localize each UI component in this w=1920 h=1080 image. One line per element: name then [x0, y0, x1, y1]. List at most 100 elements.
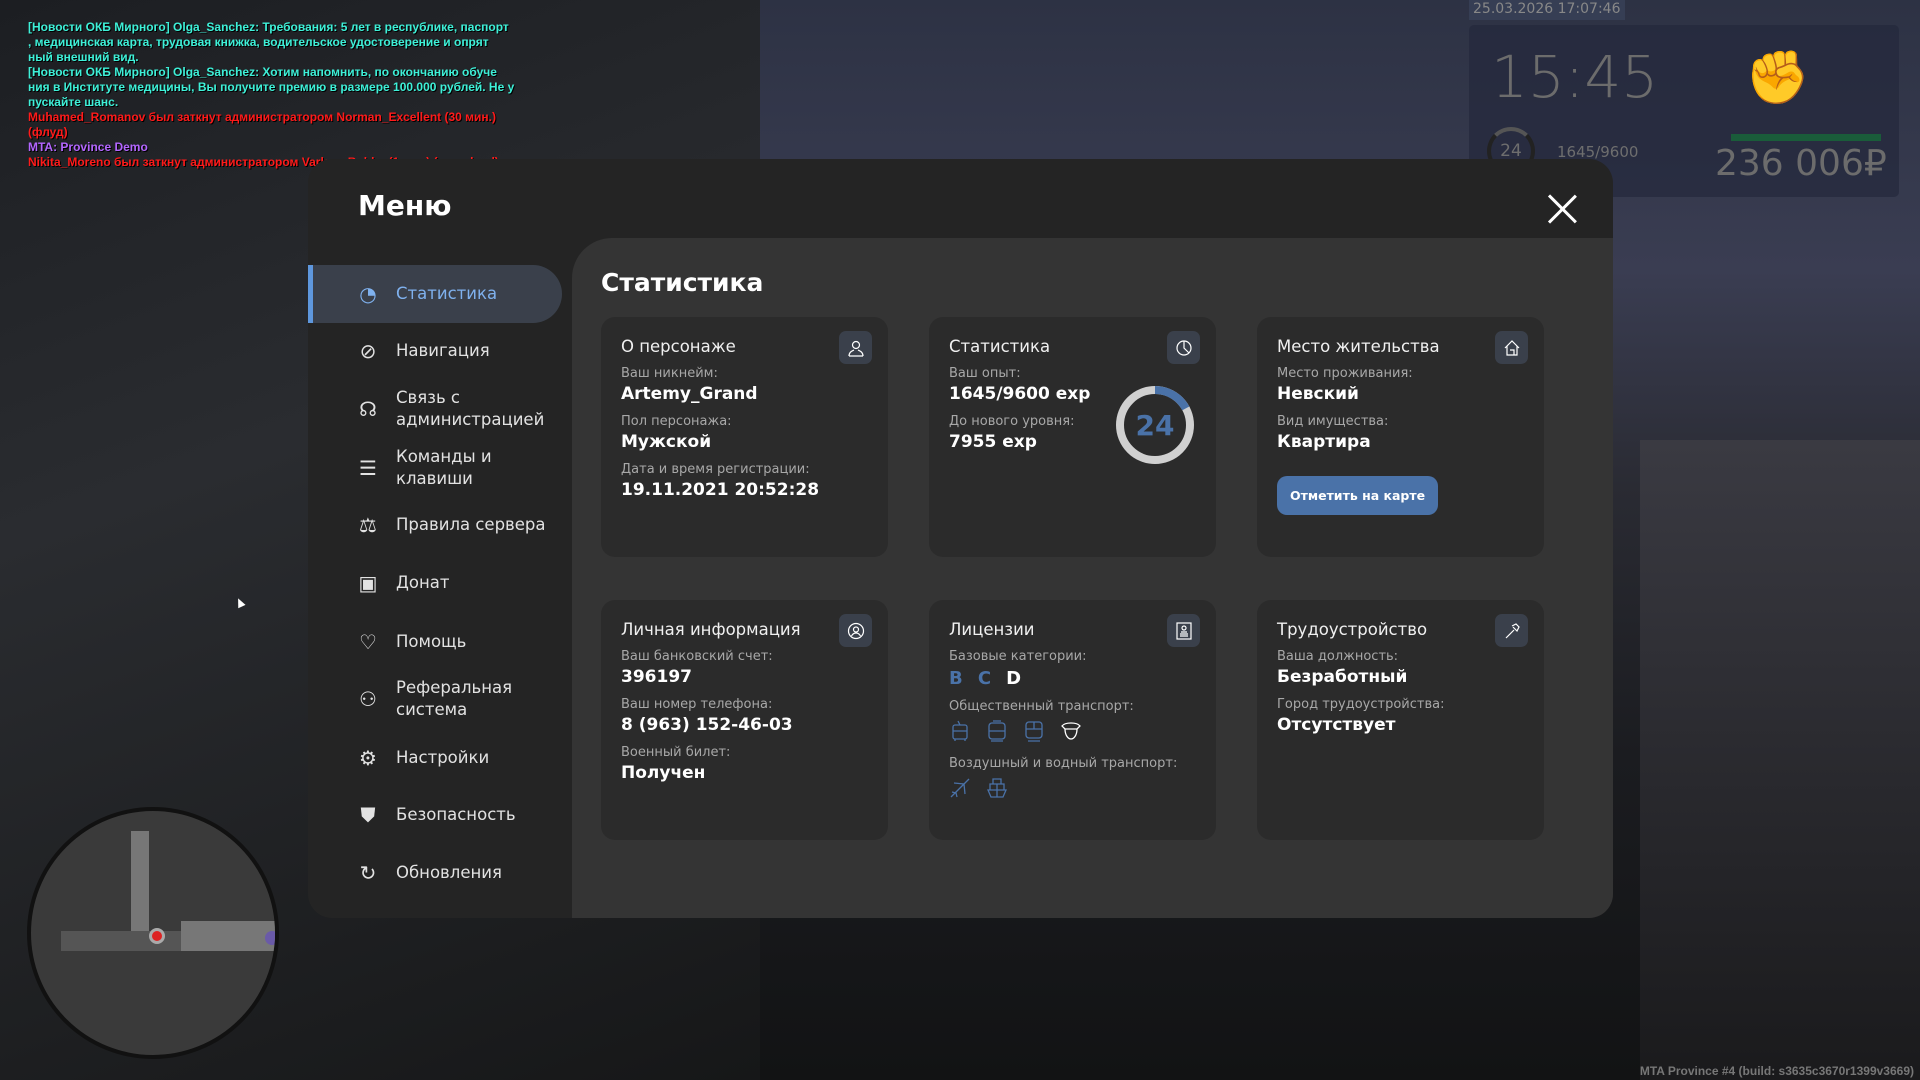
- field-label: Ваш номер телефона:: [621, 697, 773, 712]
- sidebar-item-10[interactable]: ↻ Обновления: [308, 844, 562, 902]
- card-job: Трудоустройство Ваша должность: Безработ…: [1257, 600, 1544, 840]
- card-title: Место жительства: [1277, 337, 1440, 356]
- sidebar-item-label: Безопасность: [396, 805, 516, 824]
- card-title: Личная информация: [621, 620, 801, 639]
- fist-icon: ✊: [1745, 48, 1810, 108]
- gear-icon: ⚙: [359, 746, 377, 770]
- license-category-b: B: [949, 668, 963, 689]
- field-label: Базовые категории:: [949, 649, 1087, 664]
- menu-modal: Меню ◔ Статистика ⊘ Навигация ☊ Связь с админ…: [308, 159, 1613, 918]
- sidebar-item-label: Правила сервера: [396, 515, 546, 534]
- sidebar-item-label: Статистика: [396, 284, 498, 303]
- hud-datetime: 25.03.2026 17:07:46: [1469, 0, 1625, 20]
- nickname-value: Artemy_Grand: [621, 384, 758, 404]
- card-personal: Личная информация Ваш банковский счет: 3…: [601, 600, 888, 840]
- card-title: Лицензии: [949, 620, 1035, 639]
- card-title: Статистика: [949, 337, 1051, 356]
- house-icon: [1495, 331, 1528, 364]
- license-icon: [1167, 614, 1200, 647]
- bus-icon: [988, 720, 1006, 742]
- people-icon: ⚇: [359, 687, 377, 711]
- north-marker-icon: [265, 931, 275, 945]
- field-label: Пол персонажа:: [621, 414, 732, 429]
- field-label: Ваш никнейм:: [621, 366, 718, 381]
- sidebar-item-4[interactable]: ⚖ Правила сервера: [308, 496, 562, 554]
- sidebar-item-label: Помощь: [396, 632, 467, 651]
- field-label: Ваш банковский счет:: [621, 649, 773, 664]
- phone-value: 8 (963) 152-46-03: [621, 715, 793, 735]
- scales-icon: ⚖: [359, 513, 377, 537]
- sidebar-item-3[interactable]: ☰ Команды и клавиши: [308, 439, 562, 497]
- chat-line: [Новости ОКБ Мирного] Olga_Sanchez: Хоти…: [28, 65, 515, 109]
- sidebar-item-label: Реферальная система: [396, 678, 513, 719]
- field-label: Ваша должность:: [1277, 649, 1399, 664]
- exp-value: 1645/9600 exp: [949, 384, 1091, 404]
- train-icon: [1025, 721, 1043, 742]
- card-stats: Статистика Ваш опыт: 1645/9600 exp До но…: [929, 317, 1216, 557]
- chat-line: MTA: Province Demo: [28, 140, 148, 154]
- residence-value: Невский: [1277, 384, 1359, 404]
- card-character: О персонаже Ваш никнейм: Artemy_Grand По…: [601, 317, 888, 557]
- field-label: До нового уровня:: [949, 414, 1075, 429]
- sidebar-item-9[interactable]: ⛊ Безопасность: [308, 786, 562, 844]
- refresh-check-icon: ↻: [359, 861, 377, 885]
- license-category-d: D: [1006, 668, 1022, 689]
- field-label: Ваш опыт:: [949, 366, 1021, 381]
- document-icon: ☰: [359, 456, 377, 480]
- hud-time: 15:45: [1491, 43, 1659, 111]
- sidebar-item-1[interactable]: ⊘ Навигация: [308, 322, 562, 380]
- sidebar-item-6[interactable]: ♡ Помощь: [308, 613, 562, 671]
- card-residence: Место жительства Место проживания: Невск…: [1257, 317, 1544, 557]
- sidebar-item-label: Настройки: [396, 748, 490, 767]
- compass-icon: ⊘: [359, 339, 377, 363]
- job-city-value: Отсутствует: [1277, 715, 1396, 735]
- pie-chart-icon: [1167, 331, 1200, 364]
- hud-exp: 1645/9600: [1557, 143, 1639, 161]
- sidebar-item-7[interactable]: ⚇ Реферальная система: [308, 670, 562, 728]
- chat-log: [Новости ОКБ Мирного] Olga_Sanchez: Треб…: [28, 20, 628, 170]
- hud-panel: 15:45 24 1645/9600 ✊ 236 006₽: [1469, 25, 1899, 197]
- pie-chart-icon: ◔: [359, 282, 377, 306]
- sidebar-item-label: Обновления: [396, 863, 502, 882]
- level-ring: 24: [1116, 386, 1194, 464]
- sidebar-item-0[interactable]: ◔ Статистика: [308, 265, 562, 323]
- sidebar-item-2[interactable]: ☊ Связь с администрацией: [308, 380, 562, 438]
- chat-line: Muhamed_Romanov был заткнут администрато…: [28, 110, 496, 139]
- sidebar-item-label: Связь с администрацией: [396, 388, 545, 429]
- headset-icon: ☊: [359, 397, 377, 421]
- sidebar-item-label: Донат: [396, 573, 450, 592]
- user-circle-icon: [839, 614, 872, 647]
- shield-icon: ⛊: [360, 803, 376, 827]
- close-button[interactable]: [1546, 193, 1578, 225]
- game-background-right: [1640, 440, 1920, 1080]
- minimap: [27, 807, 279, 1059]
- build-info: MTA Province #4 (build: s3635c3670r1399v…: [1639, 1064, 1914, 1078]
- sidebar-item-8[interactable]: ⚙ Настройки: [308, 729, 562, 787]
- conductor-cap-icon: [1061, 722, 1081, 740]
- content-panel: Статистика О персонаже Ваш никнейм: Arte…: [572, 238, 1613, 918]
- ship-icon: [987, 778, 1007, 798]
- mark-on-map-button[interactable]: Отметить на карте: [1277, 476, 1439, 515]
- heart-hand-icon: ♡: [359, 630, 377, 654]
- license-category-c: C: [977, 668, 992, 689]
- bank-account-value: 396197: [621, 667, 692, 687]
- military-id-value: Получен: [621, 763, 706, 783]
- sidebar-item-label: Команды и клавиши: [396, 447, 492, 488]
- sidebar-item-label: Навигация: [396, 341, 490, 360]
- sidebar-item-5[interactable]: ▣ Донат: [308, 554, 562, 612]
- card-title: Трудоустройство: [1277, 620, 1428, 639]
- field-label: Место проживания:: [1277, 366, 1413, 381]
- user-icon: [839, 331, 872, 364]
- level-progress-arc: [1116, 386, 1194, 464]
- gender-value: Мужской: [621, 432, 712, 452]
- player-marker-icon: [149, 928, 165, 944]
- hammer-icon: [1495, 614, 1528, 647]
- card-licenses: Лицензии Базовые категории: B C D Общест…: [929, 600, 1216, 840]
- field-label: Воздушный и водный транспорт:: [949, 756, 1178, 771]
- card-title: О персонаже: [621, 337, 736, 356]
- chat-line: [Новости ОКБ Мирного] Olga_Sanchez: Треб…: [28, 20, 509, 64]
- section-title: Статистика: [601, 268, 764, 297]
- field-label: Город трудоустройства:: [1277, 697, 1445, 712]
- exp-remaining-value: 7955 exp: [949, 432, 1037, 452]
- property-value: Квартира: [1277, 432, 1371, 452]
